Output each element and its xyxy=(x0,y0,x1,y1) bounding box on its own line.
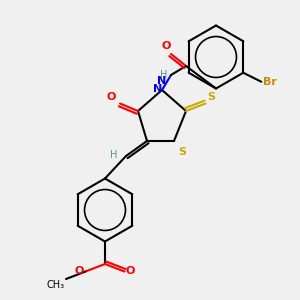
Text: N: N xyxy=(153,84,162,94)
Text: O: O xyxy=(126,266,135,277)
Text: O: O xyxy=(106,92,116,102)
Text: S: S xyxy=(207,92,215,102)
Text: H: H xyxy=(110,149,118,160)
Text: O: O xyxy=(75,266,84,277)
Text: S: S xyxy=(178,147,187,157)
Text: H: H xyxy=(160,70,167,80)
Text: Br: Br xyxy=(263,77,277,87)
Text: CH₃: CH₃ xyxy=(46,280,64,290)
Text: N: N xyxy=(158,76,166,86)
Text: O: O xyxy=(162,41,171,51)
